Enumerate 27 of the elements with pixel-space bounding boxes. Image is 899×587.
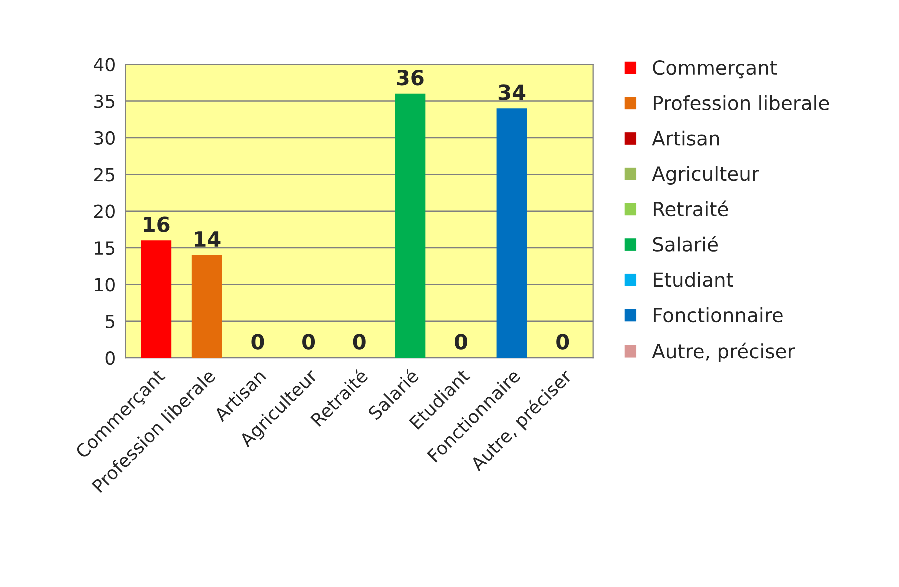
legend-label: Salarié [653, 236, 718, 252]
data-label: 14 [195, 232, 221, 247]
y-tick-label: 25 [94, 168, 115, 182]
legend-label: Fonctionnaire [654, 308, 783, 323]
y-tick-label: 35 [94, 94, 115, 108]
data-label: 36 [397, 70, 424, 86]
legend-label: Profession liberale [654, 95, 830, 111]
legend-label: Autre, préciser [652, 342, 796, 363]
data-label: 34 [498, 84, 526, 100]
y-tick-label: 20 [94, 204, 115, 218]
legend-label: Artisan [652, 130, 720, 146]
data-label: 0 [302, 334, 316, 350]
y-tick-label: 15 [95, 242, 115, 256]
legend-label: Commerçant [653, 60, 778, 79]
legend-label: Agriculteur [652, 166, 760, 185]
y-tick-label: 40 [94, 58, 115, 72]
y-tick-label: 10 [95, 278, 115, 292]
data-label: 0 [454, 334, 468, 350]
y-tick-label: 0 [106, 352, 115, 366]
legend-label: Etudiant [654, 272, 734, 288]
data-label: 0 [252, 334, 264, 350]
y-tick-label: 5 [106, 315, 115, 328]
legend-label: Retraité [654, 200, 728, 217]
data-label: 0 [353, 334, 366, 350]
y-tick-label: 30 [94, 131, 115, 146]
data-label: 16 [144, 216, 170, 232]
data-label: 0 [556, 334, 570, 350]
